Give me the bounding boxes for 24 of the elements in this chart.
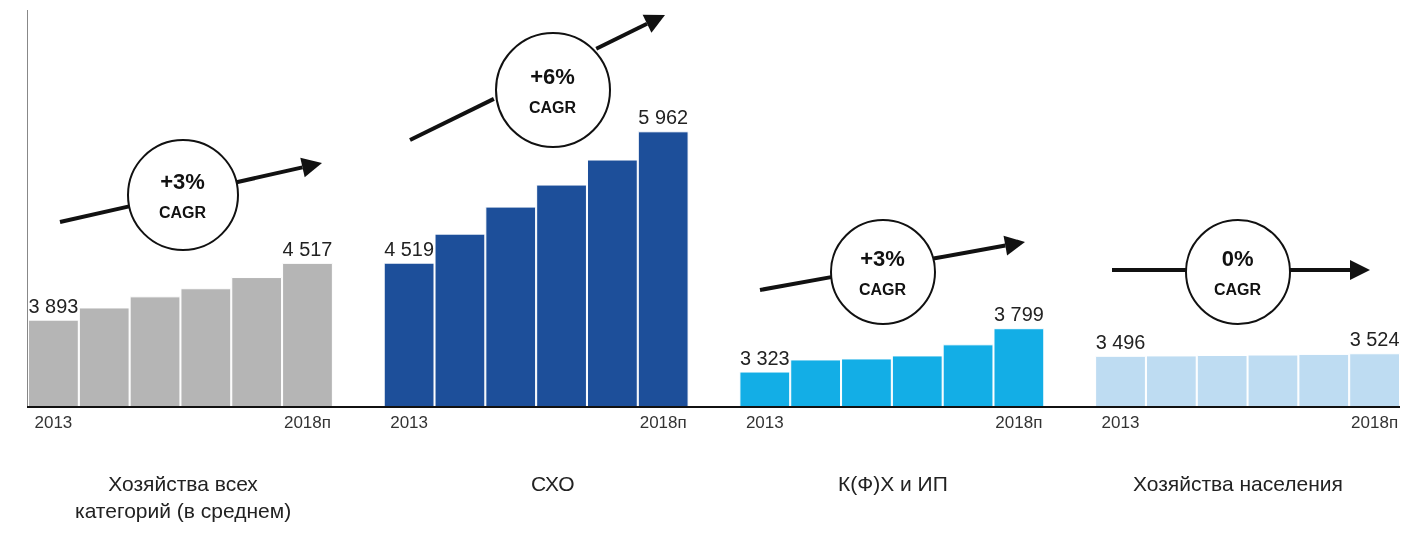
- x-tick-label: 2013: [34, 413, 73, 433]
- data-label: 3 323: [739, 346, 790, 369]
- text: Хозяйства всех категорий (в среднем): [75, 472, 292, 523]
- data-label: 3 496: [1095, 330, 1146, 353]
- data-label: 3 524: [1349, 328, 1400, 351]
- data-label: 4 517: [282, 237, 333, 260]
- data-label: 4 519: [384, 237, 434, 260]
- annotation: +3% CAGR: [159, 169, 207, 221]
- annotation: 0% CAGR: [1214, 246, 1262, 298]
- x-tick-label: 2018п: [283, 413, 331, 433]
- annotation: +6% CAGR: [529, 64, 577, 116]
- data-label: 3 799: [994, 303, 1044, 326]
- text: К(Ф)Х и ИП: [838, 472, 948, 495]
- x-tick-label: 2018п: [1351, 413, 1399, 433]
- x-tick-label: 2013: [745, 413, 784, 433]
- x-tick-label: 2013: [390, 413, 429, 433]
- data-label: 5 962: [638, 106, 689, 129]
- annotation: +3% CAGR: [859, 246, 907, 298]
- text: Хозяйства населения: [1133, 472, 1343, 495]
- data-label: 3 893: [28, 294, 79, 317]
- x-tick-label: 2018п: [995, 413, 1043, 433]
- x-tick-label: 2013: [1101, 413, 1140, 433]
- x-tick-label: 2018п: [639, 413, 687, 433]
- text: СХО: [531, 472, 575, 495]
